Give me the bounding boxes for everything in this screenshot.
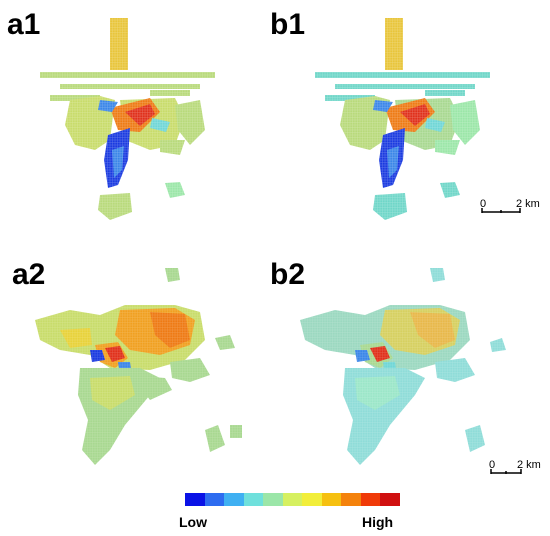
map-panel-a1: a1 <box>0 0 270 240</box>
scale-bar-bottom: 0 2 km <box>487 459 549 479</box>
map-a2 <box>0 250 275 480</box>
legend-low-label: Low <box>179 514 207 530</box>
map-grid-overlay <box>0 0 270 240</box>
legend-color-cell <box>185 493 206 506</box>
legend-color-cell <box>380 493 401 506</box>
scale-bar-zero: 0 <box>489 459 496 471</box>
scale-bar-distance: 2 km <box>516 198 540 210</box>
map-a1 <box>0 0 270 240</box>
scale-bar-graphic <box>481 208 521 213</box>
scale-bar-graphic <box>490 469 522 474</box>
legend-high-label: High <box>362 514 394 530</box>
legend-color-cell <box>204 493 225 506</box>
legend-color-cell <box>321 493 342 506</box>
map-panel-b2: b2 <box>270 250 550 480</box>
panel-label-b1: b1 <box>270 8 306 41</box>
panel-label-a1: a1 <box>7 8 41 41</box>
legend-color-cell <box>341 493 362 506</box>
map-b1 <box>270 0 550 240</box>
map-panel-b1: b1 <box>270 0 550 240</box>
legend-color-cell <box>263 493 284 506</box>
map-grid-overlay <box>270 0 550 240</box>
map-panel-a2: a2 <box>0 250 275 480</box>
scale-bar-top: 0 2 km <box>478 198 548 218</box>
legend-color-cell <box>360 493 381 506</box>
legend-color-bar <box>185 493 401 506</box>
map-grid-overlay <box>0 250 275 480</box>
panel-label-b2: b2 <box>270 258 306 291</box>
panel-label-a2: a2 <box>12 258 46 291</box>
scale-bar-distance: 2 km <box>517 459 541 471</box>
legend-color-cell <box>224 493 245 506</box>
map-grid-overlay <box>270 250 550 480</box>
legend-color-cell <box>243 493 264 506</box>
legend-color-cell <box>282 493 303 506</box>
map-b2 <box>270 250 550 480</box>
legend-color-cell <box>302 493 323 506</box>
scale-bar-zero: 0 <box>480 198 487 210</box>
